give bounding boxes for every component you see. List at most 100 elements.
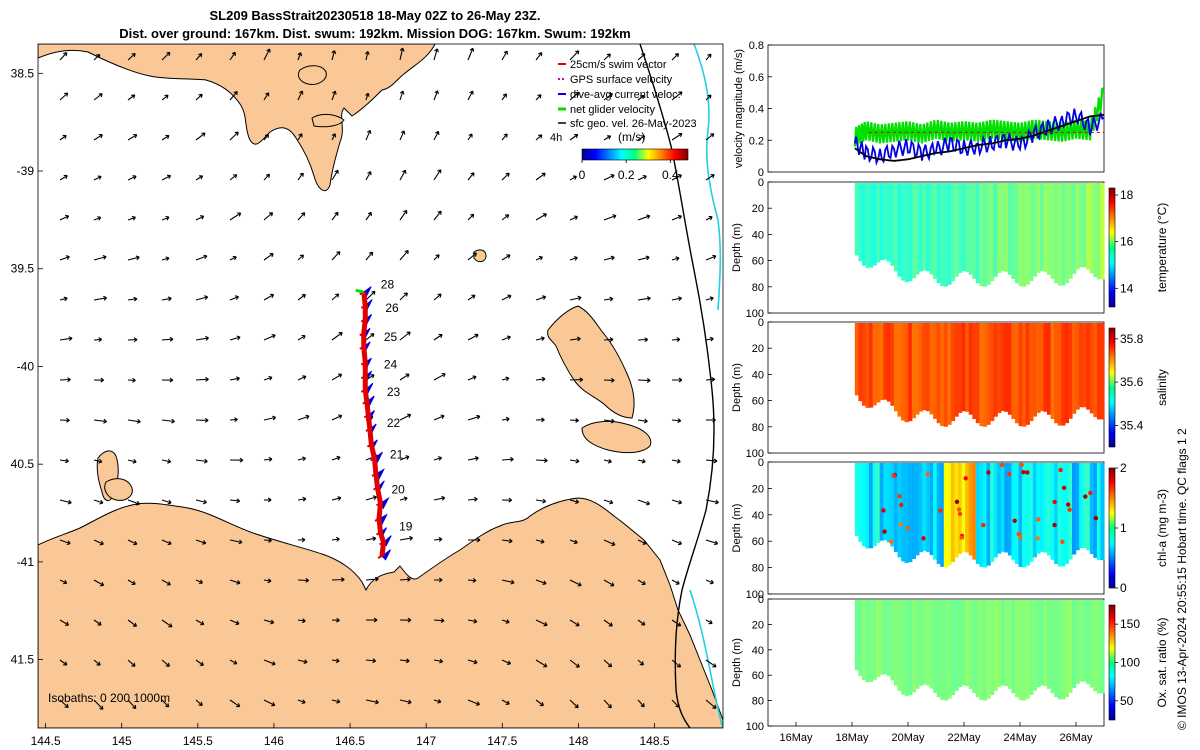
temperature-column: [1029, 183, 1034, 282]
velocity-arrow: [569, 377, 584, 383]
imos-timestamp-note: © IMOS 13-Apr-2024 20:55:15 Hobart time.…: [1175, 428, 1189, 730]
time-x-tick-label: 18May: [835, 732, 869, 744]
velocity-arrow: [59, 417, 70, 423]
velocity-arrow: [671, 256, 680, 262]
temperature-column: [897, 183, 902, 277]
salinity-colorbar-tick-label: 35.8: [1120, 332, 1144, 346]
oxygen-saturation-column: [983, 600, 988, 701]
map-x-tick-label: 146: [264, 734, 284, 748]
velocity-arrow: [399, 455, 410, 461]
velocity-arrow: [365, 658, 377, 664]
velocity-arrow: [501, 335, 511, 341]
chl-a-column: [1018, 463, 1023, 567]
velocity-arrow: [535, 213, 547, 221]
velocity-arrow: [161, 51, 171, 61]
velocity-arrow: [705, 699, 717, 709]
salinity-column: [940, 323, 945, 427]
oxygen-saturation-column: [854, 600, 859, 671]
salinity-column: [915, 323, 920, 415]
chl-a-sample: [1007, 471, 1012, 477]
temperature-column: [975, 183, 980, 284]
velocity-arrow: [637, 337, 649, 343]
chl-a-sample: [981, 522, 986, 528]
oxygen-saturation-column: [979, 600, 984, 700]
legend-entry-gps-velocity: GPS surface velocity: [570, 74, 673, 86]
temperature-column: [983, 183, 988, 287]
velocity-arrow: [365, 495, 377, 501]
temperature-column: [1093, 183, 1098, 278]
chl-a-column: [936, 463, 941, 564]
velocity-arrow: [569, 619, 580, 627]
velocity-arrow: [399, 292, 408, 301]
salinity-column: [1096, 323, 1102, 420]
chl-a-column: [872, 463, 877, 546]
map-y-tick-label: -40: [17, 359, 35, 373]
velocity-arrow: [705, 174, 715, 181]
oxygen-saturation-y-tick-label: 0: [758, 594, 764, 606]
velocity-arrow: [161, 296, 172, 302]
velocity-arrow: [331, 211, 339, 221]
velocity-arrow: [569, 215, 578, 221]
isobath-cyan-south: [689, 589, 723, 728]
chl-a-column: [908, 463, 913, 562]
land-kent-group: [473, 249, 487, 263]
velocity-arrow: [331, 293, 340, 301]
velocity-arrow: [705, 417, 716, 423]
velocity-arrow: [93, 175, 102, 181]
oxygen-saturation-column: [958, 600, 963, 688]
chl-a-y-tick-label: 80: [752, 563, 764, 575]
temperature-colorbar-tick-label: 18: [1120, 188, 1134, 202]
velocity-arrow: [535, 52, 543, 61]
oxygen-saturation-column: [1036, 600, 1041, 688]
salinity-column: [979, 323, 984, 427]
temperature-column: [1057, 183, 1062, 286]
chl-a-sample: [957, 511, 963, 517]
velocity-arrow: [93, 659, 101, 666]
velocity-arrow: [297, 334, 306, 341]
swim-vector: [366, 443, 372, 448]
chl-a-sample: [882, 529, 887, 534]
chl-a-sample: [1025, 470, 1030, 475]
salinity-column: [854, 323, 859, 396]
velocity-arrow: [433, 372, 446, 381]
oxygen-saturation-ylabel: Depth (m): [731, 638, 743, 687]
salinity-colorbar: [1108, 327, 1116, 448]
chl-a-column: [854, 463, 859, 536]
velocity-arrow: [195, 499, 207, 505]
chl-a-column: [1022, 463, 1027, 568]
temperature-column: [1068, 183, 1073, 279]
velocity-arrow: [93, 337, 103, 343]
velocity-arrow: [127, 255, 140, 261]
velocity-arrow: [399, 658, 410, 664]
land-phillip-island: [311, 113, 345, 128]
temperature-column: [1032, 183, 1037, 277]
legend-entry-dive-avg: dive-avg current veloc.: [570, 89, 681, 101]
velocity-arrow: [229, 659, 238, 665]
swim-vector: [360, 361, 366, 366]
velocity-arrow: [331, 698, 341, 704]
velocity-arrow: [59, 377, 71, 383]
velocity-arrow: [603, 619, 613, 627]
chl-a-colorbar-tick-label: 0: [1120, 581, 1127, 595]
oxygen-saturation-column: [1007, 600, 1013, 689]
temperature-column: [1047, 183, 1052, 275]
velocity-arrow: [263, 92, 270, 101]
map-x-tick-label: 144.5: [31, 734, 61, 748]
oxygen-saturation-column: [1057, 600, 1062, 700]
salinity-column: [1100, 323, 1105, 420]
salinity-column: [943, 323, 948, 427]
velocity-arrow: [671, 539, 683, 546]
chl-a-sample: [1021, 470, 1026, 475]
chl-a-column: [997, 463, 1002, 554]
legend-interval-label: 4h: [550, 132, 562, 144]
chl-a-sample: [1052, 522, 1057, 528]
velocity-arrow: [501, 294, 512, 301]
velocity-arrow: [195, 335, 209, 341]
velocity-arrow: [195, 215, 205, 221]
velocity-arrow: [161, 579, 171, 586]
chl-a-sample: [1083, 494, 1088, 499]
oxygen-saturation-column: [926, 600, 931, 686]
chl-a-colorbar-tick-label: 2: [1120, 461, 1127, 475]
velocity-arrow: [603, 296, 614, 302]
salinity-column: [972, 323, 977, 419]
